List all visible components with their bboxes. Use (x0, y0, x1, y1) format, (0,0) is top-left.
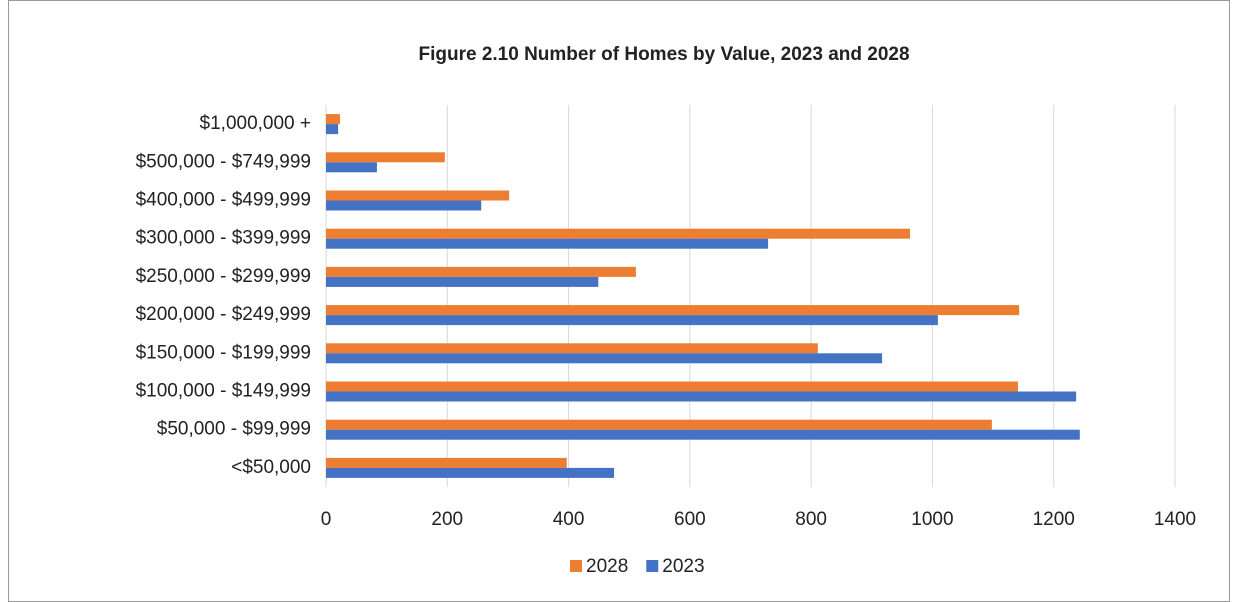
y-tick-label: $200,000 - $249,999 (136, 304, 311, 325)
bar (326, 276, 599, 287)
y-tick-label: $100,000 - $149,999 (136, 381, 311, 402)
y-tick-label: $150,000 - $199,999 (136, 342, 311, 363)
bar (326, 315, 938, 326)
bar (326, 457, 567, 468)
x-tick-label: 1400 (1154, 509, 1196, 530)
bar (326, 305, 1020, 316)
x-tick-label: 800 (795, 509, 827, 530)
bar (326, 419, 992, 430)
bar (326, 228, 910, 239)
bar (326, 114, 340, 125)
bar (326, 343, 818, 354)
legend-label: 2023 (662, 556, 704, 577)
bar (326, 391, 1077, 402)
bar (326, 200, 482, 211)
chart-frame (8, 0, 1230, 602)
bar (326, 162, 377, 173)
legend-label: 2028 (586, 556, 628, 577)
bar (326, 266, 636, 277)
bar (326, 152, 445, 163)
y-tick-label: <$50,000 (231, 457, 311, 478)
y-tick-label: $50,000 - $99,999 (157, 419, 311, 440)
y-tick-label: $400,000 - $499,999 (136, 190, 311, 211)
bar (326, 429, 1080, 440)
chart-title: Figure 2.10 Number of Homes by Value, 20… (418, 44, 909, 65)
bar (326, 353, 883, 364)
x-tick-label: 200 (431, 509, 463, 530)
x-tick-label: 1000 (911, 509, 953, 530)
bar (326, 238, 769, 249)
bar (326, 124, 339, 135)
legend-swatch (646, 560, 659, 572)
bar (326, 467, 615, 478)
y-tick-label: $300,000 - $399,999 (136, 228, 311, 249)
bar (326, 190, 510, 201)
y-tick-label: $250,000 - $299,999 (136, 266, 311, 287)
y-tick-label: $500,000 - $749,999 (136, 151, 311, 172)
y-tick-label: $1,000,000 + (200, 113, 311, 134)
bar (326, 381, 1018, 392)
x-tick-label: 1200 (1033, 509, 1075, 530)
legend-swatch (570, 560, 582, 572)
x-tick-label: 0 (321, 509, 332, 530)
x-tick-label: 400 (553, 509, 585, 530)
x-tick-label: 600 (674, 509, 706, 530)
